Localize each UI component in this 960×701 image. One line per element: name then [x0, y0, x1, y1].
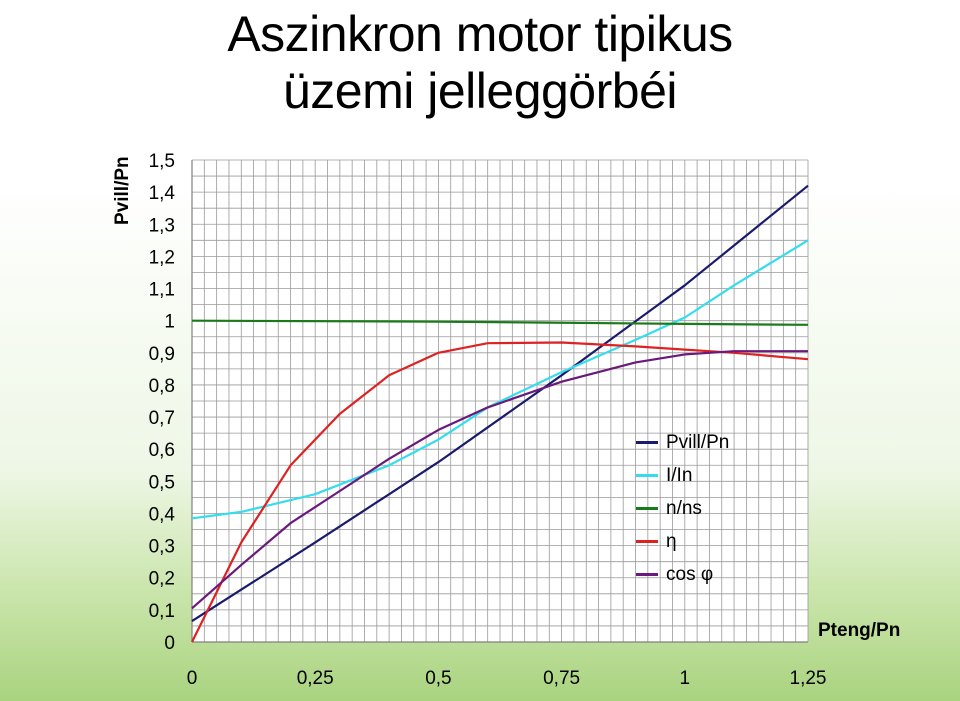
series-line-pvill — [191, 184, 809, 623]
y-tick-label: 0,2 — [149, 569, 175, 590]
legend-swatch-pvill — [636, 441, 658, 444]
legend-item: cos φ — [636, 558, 756, 591]
chart-legend: Pvill/Pn I/In n/ns η cos φ — [636, 426, 756, 591]
legend-label-pvill: Pvill/Pn — [666, 431, 730, 453]
series-line-power-factor — [191, 350, 808, 610]
legend-label-power-factor: cos φ — [666, 563, 714, 585]
x-tick-label: 1,25 — [790, 668, 827, 689]
y-tick-label: 0,7 — [149, 408, 175, 429]
series-line-speed — [191, 319, 809, 326]
x-tick-label: 0 — [187, 668, 198, 689]
legend-swatch-current — [636, 474, 658, 477]
x-tick-label: 0,25 — [297, 668, 334, 689]
legend-label-speed: n/ns — [666, 497, 702, 519]
y-tick-label: 1 — [164, 312, 175, 333]
y-tick-label: 0,9 — [149, 344, 175, 365]
y-tick-label: 0,4 — [149, 504, 176, 525]
legend-swatch-efficiency — [636, 540, 658, 543]
y-tick-label: 1,2 — [149, 247, 175, 268]
y-tick-label: 1,4 — [149, 183, 176, 204]
x-tick-label: 1 — [680, 668, 691, 689]
series-line-efficiency — [191, 341, 809, 643]
y-tick-label: 1,1 — [149, 280, 175, 301]
y-tick-label: 1,5 — [149, 151, 175, 172]
legend-label-efficiency: η — [666, 530, 677, 552]
y-tick-label: 0 — [164, 633, 175, 654]
y-tick-label: 0,5 — [149, 472, 175, 493]
chart-title-line-2: üzemi jelleggörbéi — [282, 63, 678, 119]
chart-title-line-1: Aszinkron motor tipikus — [227, 6, 733, 62]
legend-item: n/ns — [636, 492, 756, 525]
legend-swatch-speed — [636, 507, 658, 510]
y-tick-label: 0,1 — [149, 601, 175, 622]
y-tick-label: 0,3 — [149, 537, 175, 558]
legend-item: Pvill/Pn — [636, 426, 756, 459]
y-tick-label: 1,3 — [149, 215, 175, 236]
legend-label-current: I/In — [666, 464, 693, 486]
x-tick-label: 0,75 — [543, 668, 580, 689]
legend-swatch-power-factor — [636, 573, 658, 576]
legend-item: η — [636, 525, 756, 558]
y-tick-label: 0,6 — [149, 440, 175, 461]
chart-title: Aszinkron motor tipikus üzemi jelleggörb… — [150, 6, 810, 120]
x-axis-label: Pteng/Pn — [818, 620, 901, 641]
legend-item: I/In — [636, 459, 756, 492]
x-tick-label: 0,5 — [425, 668, 451, 689]
y-tick-label: 0,8 — [149, 376, 175, 397]
